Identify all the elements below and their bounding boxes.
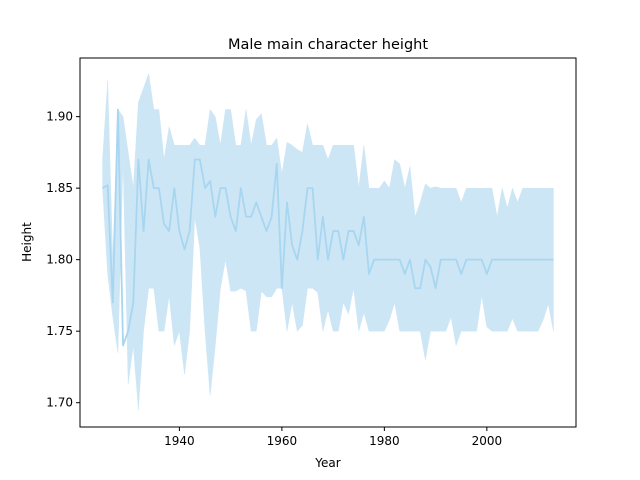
- x-tick-label: 2000: [472, 434, 503, 448]
- y-axis: 1.70 1.75 1.80 1.85 1.90: [46, 110, 80, 410]
- confidence-band: [102, 73, 554, 410]
- x-axis: 1940 1960 1980 2000: [164, 427, 502, 448]
- y-tick-label: 1.70: [46, 396, 73, 410]
- x-tick-label: 1940: [164, 434, 195, 448]
- x-tick-label: 1980: [369, 434, 400, 448]
- y-tick-label: 1.75: [46, 324, 73, 338]
- chart-title: Male main character height: [228, 37, 428, 53]
- x-tick-label: 1960: [267, 434, 298, 448]
- y-tick-label: 1.80: [46, 253, 73, 267]
- x-axis-label: Year: [314, 456, 340, 470]
- y-axis-label: Height: [20, 222, 34, 262]
- y-tick-label: 1.85: [46, 181, 73, 195]
- axes-frame: [79, 57, 577, 428]
- y-tick-label: 1.90: [46, 110, 73, 124]
- mean-height-line: [102, 108, 554, 347]
- plot-area: [102, 73, 554, 410]
